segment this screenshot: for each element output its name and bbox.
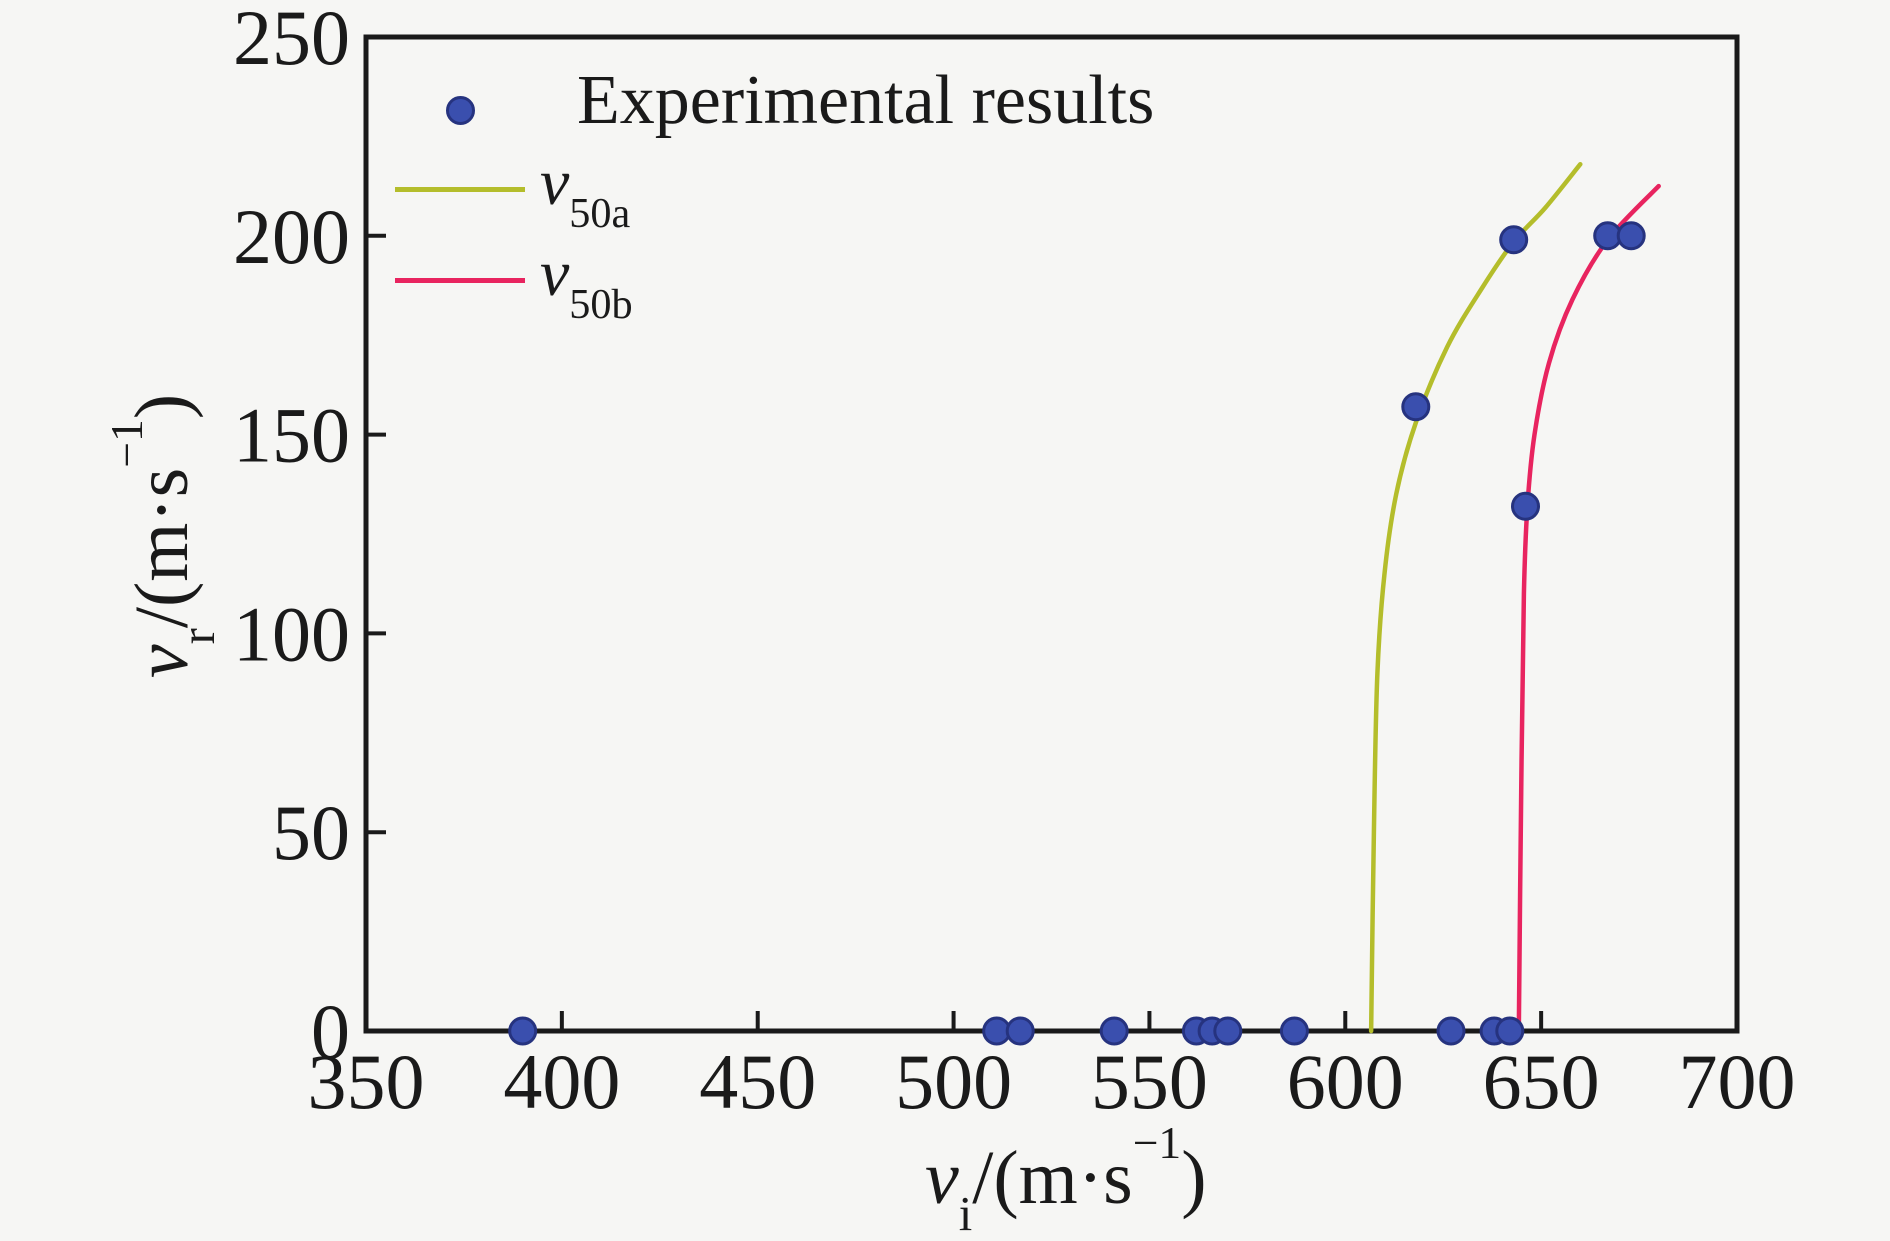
curve-v50b xyxy=(1516,183,1661,1034)
y-axis-label: vr/(m·s−1) xyxy=(101,394,225,678)
x-tick-label: 550 xyxy=(1091,1038,1208,1125)
y-tick-label: 250 xyxy=(233,0,350,81)
plot-frame xyxy=(363,34,1740,1034)
y-axis-subscript: r xyxy=(170,628,225,645)
y-axis-exponent: −1 xyxy=(100,419,152,468)
x-tick-label: 650 xyxy=(1483,1038,1600,1125)
y-tick-label: 200 xyxy=(233,193,350,280)
data-point xyxy=(1213,1016,1243,1046)
x-tick-label: 350 xyxy=(308,1038,425,1125)
legend-label-experimental: Experimental results xyxy=(577,62,1155,139)
legend-v50b-symbol: v xyxy=(540,237,570,310)
data-point xyxy=(1495,1016,1525,1046)
y-tick-label: 150 xyxy=(233,392,350,479)
data-point xyxy=(1099,1016,1129,1046)
x-axis-unit: /(m·s xyxy=(972,1136,1133,1220)
legend-v50a-symbol: v xyxy=(540,146,570,219)
legend-label-v50a: v50a xyxy=(540,150,630,236)
data-point xyxy=(1436,1016,1466,1046)
x-axis-label: vi/(m·s−1) xyxy=(925,1119,1207,1238)
legend-v50a-subscript: 50a xyxy=(569,190,631,238)
x-tick-label: 600 xyxy=(1287,1038,1404,1125)
legend-line-v50a xyxy=(395,187,525,192)
y-tick-label: 0 xyxy=(311,988,350,1075)
data-point xyxy=(1279,1016,1309,1046)
legend-line-v50b xyxy=(395,278,525,283)
legend-marker-experimental-dot xyxy=(446,96,475,125)
data-point xyxy=(508,1016,538,1046)
x-tick-label: 700 xyxy=(1679,1038,1796,1125)
y-tick-label: 50 xyxy=(272,789,350,876)
y-axis-variable: v xyxy=(120,644,205,679)
legend-label-v50b: v50b xyxy=(540,241,633,327)
x-axis-subscript: i xyxy=(958,1186,973,1241)
x-tick-label: 500 xyxy=(895,1038,1012,1125)
data-point xyxy=(1005,1016,1035,1046)
data-point xyxy=(1401,392,1431,422)
x-axis-unit-close: ) xyxy=(1181,1136,1207,1220)
data-point xyxy=(1511,491,1540,521)
curve-v50a xyxy=(1368,161,1583,1034)
x-axis-exponent: −1 xyxy=(1132,1116,1182,1168)
x-axis-variable: v xyxy=(925,1136,959,1220)
y-tick-label: 100 xyxy=(233,590,350,677)
data-point xyxy=(1499,225,1529,255)
data-point xyxy=(1616,221,1646,251)
y-axis-unit: /(m·s xyxy=(120,467,205,629)
x-tick-label: 400 xyxy=(503,1038,620,1125)
legend-v50b-subscript: 50b xyxy=(569,281,633,329)
y-axis-unit-close: ) xyxy=(120,393,205,420)
x-tick-label: 450 xyxy=(699,1038,816,1125)
